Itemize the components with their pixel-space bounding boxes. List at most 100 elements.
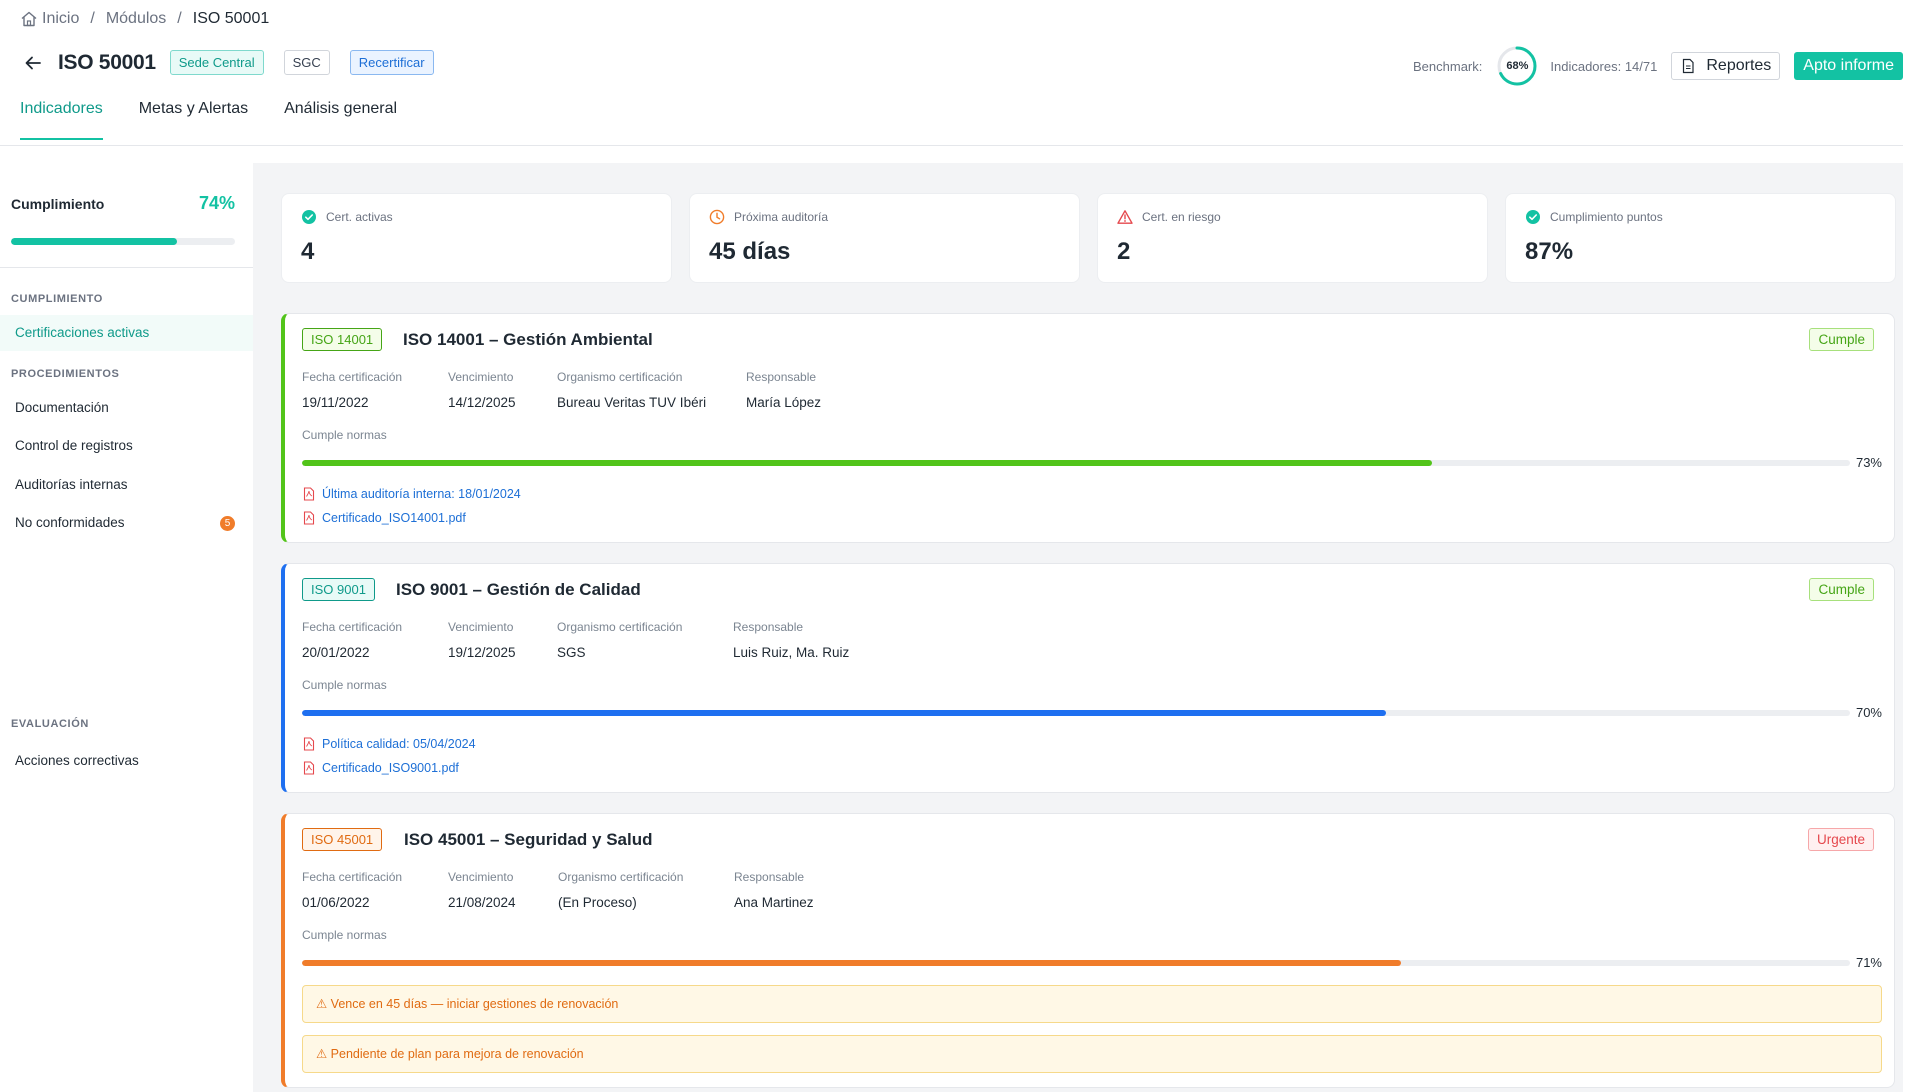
breadcrumb: Inicio / Módulos / ISO 50001 bbox=[20, 10, 269, 28]
field-body: Organismo certificación (En Proceso) bbox=[558, 870, 684, 910]
field-cert-date: Fecha certificación 19/11/2022 bbox=[302, 370, 403, 410]
sidebar-item-certificaciones[interactable]: Certificaciones activas bbox=[0, 315, 253, 351]
reportes-label: Reportes bbox=[1706, 57, 1772, 74]
compliance-bar-fill bbox=[11, 238, 177, 245]
kpi-cert-riesgo: Cert. en riesgo 2 bbox=[1097, 193, 1488, 283]
file-link[interactable]: Certificado_ISO14001.pdf bbox=[302, 511, 466, 525]
kpi-label: Cumplimiento puntos bbox=[1550, 210, 1663, 224]
field-body: Organismo certificación SGS bbox=[557, 620, 683, 660]
cert-code-tag: ISO 9001 bbox=[302, 578, 375, 601]
breadcrumb-separator: / bbox=[90, 10, 95, 27]
cert-title: ISO 9001 – Gestión de Calidad bbox=[396, 580, 641, 599]
pdf-icon bbox=[302, 737, 316, 751]
sidebar-section-evaluacion: EVALUACIÓN bbox=[11, 718, 89, 730]
norms-percent: 70% bbox=[1855, 705, 1882, 720]
tabs-divider bbox=[0, 145, 1903, 146]
sidebar-item-no-conformidades[interactable]: No conformidades 5 bbox=[0, 505, 253, 541]
kpi-value: 2 bbox=[1117, 238, 1131, 265]
page-edge bbox=[1903, 0, 1920, 1092]
sidebar-item-acciones-correctivas[interactable]: Acciones correctivas bbox=[15, 753, 139, 768]
norms-progress-bar bbox=[302, 710, 1850, 716]
kpi-value: 4 bbox=[301, 238, 315, 265]
cert-card-iso14001: ISO 14001 ISO 14001 – Gestión Ambiental … bbox=[281, 313, 1895, 543]
field-owner: Responsable Ana Martinez bbox=[734, 870, 814, 910]
compliance-label: Cumplimiento bbox=[11, 195, 105, 212]
count-badge: 5 bbox=[220, 516, 235, 531]
status-badge: Cumple bbox=[1809, 578, 1874, 601]
field-cert-date: Fecha certificación 20/01/2022 bbox=[302, 620, 403, 660]
cert-code-tag: ISO 45001 bbox=[302, 828, 383, 851]
breadcrumb-home[interactable]: Inicio bbox=[42, 10, 80, 27]
document-icon bbox=[1680, 58, 1696, 74]
reportes-button[interactable]: Reportes bbox=[1671, 52, 1781, 80]
warning-alert: ⚠ Pendiente de plan para mejora de renov… bbox=[302, 1035, 1882, 1073]
sidebar-item-label: No conformidades bbox=[15, 515, 125, 530]
norms-progress-fill bbox=[302, 710, 1386, 716]
page-title: ISO 50001 bbox=[58, 50, 156, 74]
tag-action[interactable]: Recertificar bbox=[349, 50, 434, 75]
sidebar-divider bbox=[0, 267, 253, 268]
norms-percent: 73% bbox=[1855, 455, 1882, 470]
compliance-progress: Cumplimiento 74% bbox=[11, 193, 235, 245]
tag-location: Sede Central bbox=[169, 50, 264, 75]
status-badge: Cumple bbox=[1809, 328, 1874, 351]
kpi-cert-activas: Cert. activas 4 bbox=[281, 193, 672, 283]
norms-progress-fill bbox=[302, 960, 1402, 966]
field-expiry: Vencimiento 21/08/2024 bbox=[448, 870, 516, 910]
norms-percent: 71% bbox=[1855, 955, 1882, 970]
tab-metas-alertas[interactable]: Metas y Alertas bbox=[138, 100, 249, 117]
back-arrow-icon[interactable] bbox=[22, 52, 44, 74]
home-icon[interactable] bbox=[20, 10, 38, 28]
tab-analisis-general[interactable]: Análisis general bbox=[284, 100, 398, 117]
sidebar: Cumplimiento 74% CUMPLIMIENTO Certificac… bbox=[0, 163, 253, 1092]
tab-indicadores[interactable]: Indicadores bbox=[20, 100, 103, 140]
sidebar-section-procedimientos: PROCEDIMIENTOS bbox=[11, 368, 120, 380]
norms-label: Cumple normas bbox=[302, 928, 387, 942]
field-expiry: Vencimiento 14/12/2025 bbox=[448, 370, 516, 410]
check-circle-icon bbox=[301, 209, 317, 225]
sidebar-section-cumplimiento: CUMPLIMIENTO bbox=[11, 293, 103, 305]
file-link[interactable]: Última auditoría interna: 18/01/2024 bbox=[302, 487, 521, 501]
check-circle-icon bbox=[1525, 209, 1541, 225]
tag-system: SGC bbox=[283, 50, 330, 75]
header-actions: Benchmark: 68% Indicadores: 14/71 Report… bbox=[1413, 45, 1903, 87]
kpi-cumplimiento-puntos: Cumplimiento puntos 87% bbox=[1505, 193, 1896, 283]
sidebar-item-documentacion[interactable]: Documentación bbox=[15, 400, 109, 415]
kpi-proxima-auditoria: Próxima auditoría 45 días bbox=[689, 193, 1080, 283]
field-owner: Responsable Luis Ruiz, Ma. Ruiz bbox=[733, 620, 850, 660]
field-cert-date: Fecha certificación 01/06/2022 bbox=[302, 870, 403, 910]
norms-progress-bar bbox=[302, 960, 1850, 966]
benchmark-value: 68% bbox=[1506, 60, 1529, 72]
compliance-bar bbox=[11, 238, 235, 245]
norms-progress-bar bbox=[302, 460, 1850, 466]
cert-title: ISO 45001 – Seguridad y Salud bbox=[404, 830, 653, 849]
field-expiry: Vencimiento 19/12/2025 bbox=[448, 620, 516, 660]
kpi-label: Cert. activas bbox=[326, 210, 393, 224]
norms-label: Cumple normas bbox=[302, 428, 387, 442]
warning-alert: ⚠ Vence en 45 días — iniciar gestiones d… bbox=[302, 985, 1882, 1023]
cert-title: ISO 14001 – Gestión Ambiental bbox=[403, 330, 653, 349]
kpi-label: Cert. en riesgo bbox=[1142, 210, 1221, 224]
pdf-icon bbox=[302, 511, 316, 525]
kpi-value: 87% bbox=[1525, 238, 1574, 265]
compliance-value: 74% bbox=[198, 193, 235, 213]
clock-icon bbox=[709, 209, 725, 225]
benchmark-label: Benchmark: bbox=[1413, 58, 1483, 74]
benchmark-gauge: 68% bbox=[1496, 45, 1538, 87]
tab-bar: Indicadores Metas y Alertas Análisis gen… bbox=[20, 100, 433, 140]
sidebar-item-auditorias[interactable]: Auditorías internas bbox=[15, 477, 128, 492]
kpi-value: 45 días bbox=[709, 238, 791, 265]
file-link[interactable]: Certificado_ISO9001.pdf bbox=[302, 761, 459, 775]
kpi-label: Próxima auditoría bbox=[734, 210, 829, 224]
file-link[interactable]: Política calidad: 05/04/2024 bbox=[302, 737, 476, 751]
field-body: Organismo certificación Bureau Veritas TU… bbox=[557, 370, 707, 410]
breadcrumb-modules[interactable]: Módulos bbox=[105, 10, 167, 27]
sidebar-item-control-registros[interactable]: Control de registros bbox=[15, 438, 133, 453]
status-badge: Urgente bbox=[1807, 828, 1874, 851]
indicators-count: Indicadores: 14/71 bbox=[1550, 58, 1658, 74]
apto-informe-button[interactable]: Apto informe bbox=[1794, 52, 1903, 80]
norms-label: Cumple normas bbox=[302, 678, 387, 692]
cert-card-iso45001: ISO 45001 ISO 45001 – Seguridad y Salud … bbox=[281, 813, 1895, 1088]
warning-triangle-icon bbox=[1117, 209, 1133, 225]
cert-code-tag: ISO 14001 bbox=[302, 328, 383, 351]
